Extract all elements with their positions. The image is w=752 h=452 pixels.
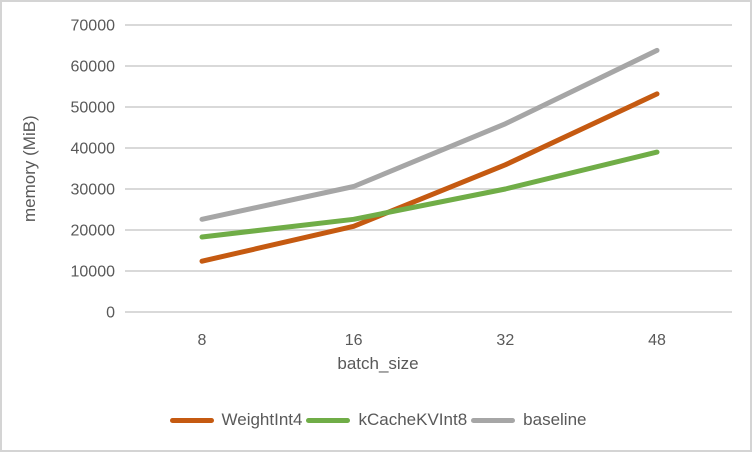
legend-label-baseline: baseline [523,410,587,429]
x-axis-title: batch_size [337,354,419,373]
y-tick-label: 0 [106,305,115,322]
y-tick-label: 20000 [71,223,116,240]
y-tick-label: 70000 [71,18,116,35]
series-line-baseline [199,47,660,222]
series-line-kcachekvint8 [199,149,660,240]
x-tick-label: 8 [198,332,207,349]
legend-item-weightint4: WeightInt4 [169,410,303,430]
y-tick-label: 30000 [71,182,116,199]
y-axis-title: memory (MiB) [20,115,39,222]
legend-label-weightint4: WeightInt4 [221,410,303,429]
y-tick-label: 40000 [71,141,116,158]
y-tick-label: 10000 [71,264,116,281]
legend-line-swatch-weightint4 [169,417,214,423]
x-tick-label: 16 [345,332,363,349]
series-line-weightint4 [199,91,660,264]
legend-line-swatch-baseline [471,417,516,423]
legend: WeightInt4 kCacheKVInt8 baseline [2,410,750,430]
y-tick-label: 50000 [71,100,116,117]
legend-item-kcachekvint8: kCacheKVInt8 [306,410,467,430]
legend-label-kcachekvint8: kCacheKVInt8 [358,410,468,429]
y-tick-label: 60000 [71,59,116,76]
legend-line-swatch-kcachekvint8 [306,417,351,423]
x-tick-label: 32 [496,332,514,349]
x-tick-label: 48 [648,332,666,349]
legend-item-baseline: baseline [471,410,586,430]
